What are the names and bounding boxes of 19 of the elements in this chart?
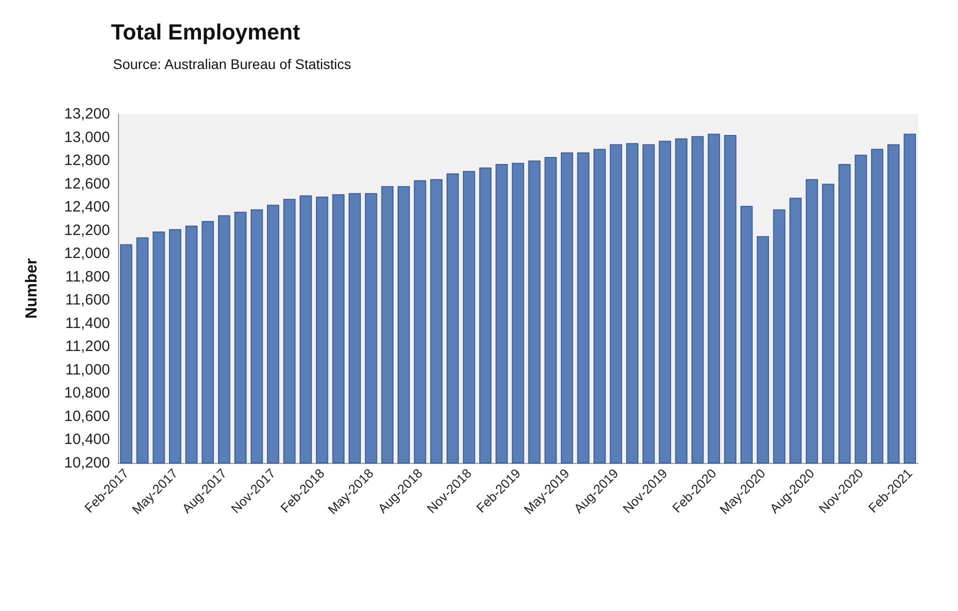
- y-tick-label: 12,000: [64, 245, 110, 262]
- y-tick-label: 11,600: [65, 292, 110, 309]
- y-tick-label: 12,800: [64, 152, 110, 170]
- y-tick-label: 11,200: [65, 338, 110, 356]
- chart-title: Total Employment: [111, 20, 301, 44]
- y-tick-label: 10,600: [64, 408, 110, 425]
- y-tick-label: 11,800: [65, 268, 110, 286]
- y-tick-label: 13,000: [64, 128, 110, 146]
- chart-subtitle: Source: Australian Bureau of Statistics: [113, 56, 352, 72]
- y-tick-label: 12,200: [64, 222, 110, 239]
- y-tick-label: 10,200: [64, 454, 110, 472]
- y-tick-label: 13,200: [64, 106, 110, 122]
- y-tick-label: 12,400: [64, 198, 110, 216]
- y-tick-label: 11,400: [65, 314, 110, 332]
- y-tick-label: 12,600: [64, 175, 110, 192]
- y-tick-label: 10,800: [64, 384, 110, 402]
- y-axis-title: Number: [24, 258, 40, 319]
- y-tick-label: 11,000: [65, 361, 110, 378]
- y-tick-label: 10,400: [64, 431, 110, 448]
